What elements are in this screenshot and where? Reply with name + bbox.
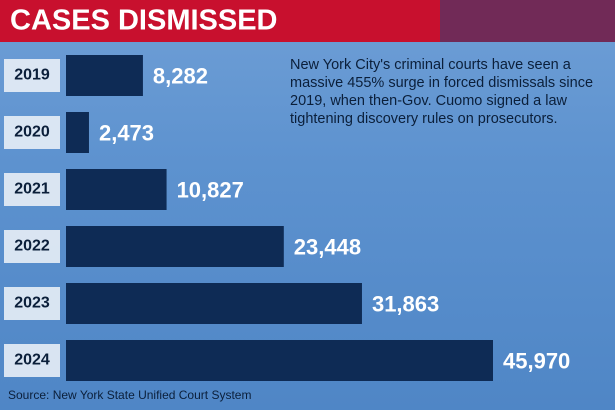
- value-label: 23,448: [294, 234, 361, 259]
- year-box: [4, 59, 60, 92]
- y-tick-label: 2020: [14, 124, 50, 141]
- value-label: 2,473: [99, 120, 154, 145]
- bar: [66, 55, 143, 96]
- value-label: 45,970: [503, 348, 570, 373]
- bar: [66, 112, 89, 153]
- year-box: [4, 344, 60, 377]
- y-tick-label: 2023: [14, 295, 50, 312]
- y-tick-label: 2019: [14, 67, 50, 84]
- year-box: [4, 287, 60, 320]
- bar: [66, 226, 284, 267]
- value-label: 10,827: [177, 177, 244, 202]
- value-label: 31,863: [372, 291, 439, 316]
- bar: [66, 340, 493, 381]
- value-label: 8,282: [153, 63, 208, 88]
- y-tick-label: 2024: [14, 352, 50, 369]
- y-tick-label: 2022: [14, 238, 50, 255]
- year-box: [4, 116, 60, 149]
- chart-title: CASES DISMISSED: [10, 5, 278, 37]
- header-image: [440, 0, 615, 42]
- year-box: [4, 173, 60, 206]
- y-tick-label: 2021: [14, 181, 50, 198]
- annotation: New York City's criminal courts have see…: [290, 57, 594, 127]
- bar: [66, 169, 167, 210]
- year-box: [4, 230, 60, 263]
- bar: [66, 283, 362, 324]
- source: Source: New York State Unified Court Sys…: [8, 388, 251, 402]
